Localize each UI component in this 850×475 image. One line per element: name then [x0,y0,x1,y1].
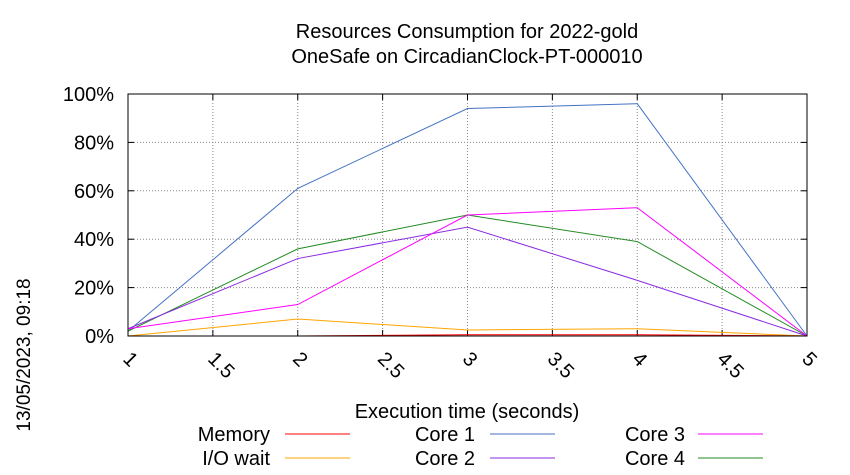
series-line-core-4 [127,214,808,337]
y-tick-label: 0% [85,326,114,348]
series-line-core-1 [127,103,808,337]
legend-label-core-4: Core 4 [625,448,685,470]
x-tick-label: 2.5 [373,348,408,383]
x-tick-label: 4 [628,348,651,371]
y-tick-label: 40% [74,229,114,251]
plot-frame [127,93,808,337]
x-tick-label: 5 [797,348,820,371]
legend-label-memory: Memory [198,424,270,446]
y-axis-ticks: 0% 20% 40% 60% 80% 100% [63,84,807,348]
x-tick-label: 1.5 [203,348,238,383]
series-lines [127,103,808,337]
legend-label-i-o-wait: I/O wait [202,448,270,470]
legend-label-core-1: Core 1 [415,424,475,446]
x-tick-label: 1 [118,348,141,371]
series-line-core-3 [127,207,808,337]
x-tick-label: 3 [458,348,481,371]
series-line-i-o-wait [127,318,808,337]
x-tick-label: 4.5 [713,348,748,383]
x-axis-label: Execution time (seconds) [355,401,580,423]
x-tick-label: 2 [288,348,311,371]
chart-title-line1: Resources Consumption for 2022-gold [296,21,638,43]
grid [128,94,807,336]
series-line-core-2 [127,226,808,337]
y-tick-label: 80% [74,132,114,154]
y-tick-label: 60% [74,181,114,203]
x-tick-label: 3.5 [543,348,578,383]
side-timestamp: 13/05/2023, 09:18 [14,278,35,431]
legend-label-core-2: Core 2 [415,448,475,470]
y-tick-label: 20% [74,278,114,300]
chart-title-line2: OneSafe on CircadianClock-PT-000010 [291,46,642,68]
x-axis-ticks: 1 1.5 2 2.5 3 3.5 4 4.5 5 [118,94,821,383]
legend-label-core-3: Core 3 [625,424,685,446]
y-tick-label: 100% [63,84,114,106]
